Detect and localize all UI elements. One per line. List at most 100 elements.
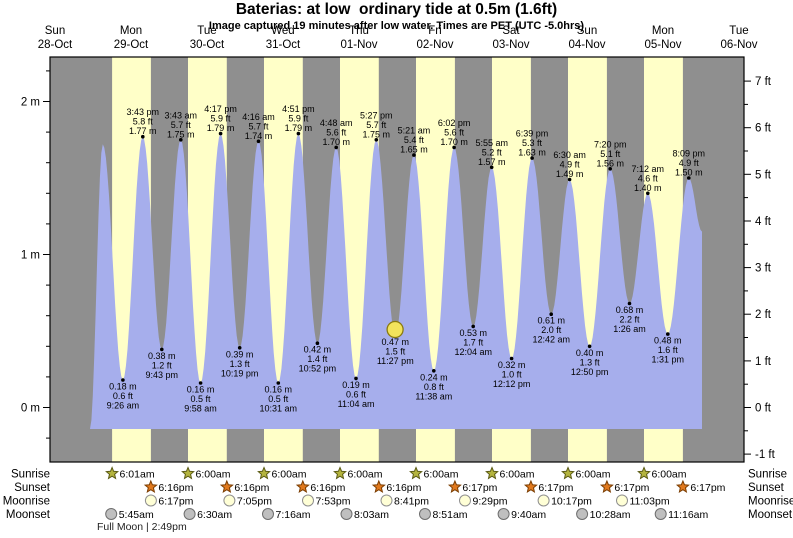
tide-extreme-dot (530, 156, 534, 160)
high-tide-label: 5.9 ft (211, 114, 232, 124)
sunset-time: 6:16pm (310, 482, 345, 494)
sunrise-time: 6:00am (424, 469, 459, 481)
day-weekday-label: Fri (428, 25, 441, 37)
ft-axis-label: 0 ft (755, 403, 772, 415)
low-tide-label: 0.53 m (459, 328, 487, 338)
sunset-time: 6:17pm (614, 482, 649, 494)
high-tide-label: 6:39 pm (516, 129, 549, 139)
astro-row-label-right-moonrise: Moonrise (748, 496, 793, 508)
low-tide-label: 12:42 am (532, 335, 570, 345)
tide-extreme-dot (687, 176, 691, 180)
sunrise-time: 6:00am (652, 469, 687, 481)
low-tide-label: 1.5 ft (385, 347, 406, 357)
high-tide-label: 1.57 m (478, 157, 506, 167)
high-tide-label: 1.50 m (675, 168, 703, 178)
sunrise-time: 6:00am (196, 469, 231, 481)
moonrise-icon (459, 494, 471, 507)
low-tide-label: 0.68 m (616, 305, 644, 315)
moonrise-icon (223, 494, 236, 507)
day-date-label: 04-Nov (568, 39, 605, 51)
tide-extreme-dot (296, 131, 301, 136)
tide-extreme-dot (666, 332, 670, 336)
low-tide-label: 0.18 m (109, 381, 137, 391)
high-tide-label: 5.7 ft (366, 120, 387, 130)
low-tide-label: 12:50 pm (571, 367, 609, 377)
sunrise-icon (485, 466, 499, 480)
high-tide-label: 5.7 ft (171, 120, 192, 130)
day-date-label: 03-Nov (492, 39, 529, 51)
day-weekday-label: Tue (729, 25, 748, 37)
high-tide-label: 1.75 m (363, 129, 391, 139)
low-tide-label: 0.5 ft (268, 394, 289, 404)
low-tide-label: 10:31 am (260, 404, 298, 414)
high-tide-label: 6:02 pm (438, 118, 471, 128)
tide-extreme-dot (276, 381, 281, 385)
low-tide-label: 1.6 ft (658, 345, 679, 355)
tide-extreme-dot (549, 312, 553, 317)
ft-axis-label: -1 ft (755, 449, 776, 461)
sunrise-time: 6:00am (272, 469, 307, 481)
tide-extreme-dot (432, 369, 436, 373)
moonrise-time: 7:05pm (237, 496, 272, 508)
high-tide-label: 4.9 ft (560, 160, 581, 170)
low-tide-label: 0.5 ft (191, 394, 212, 404)
moonset-icon (262, 508, 274, 520)
tide-extreme-dot (567, 177, 572, 182)
sunrise-time: 6:01am (120, 469, 155, 481)
moonrise-time: 11:03pm (629, 496, 669, 508)
sunset-icon (523, 479, 538, 493)
tide-extreme-dot (198, 381, 203, 385)
sunrise-icon (333, 466, 347, 480)
high-tide-label: 7:12 am (632, 164, 665, 174)
high-tide-label: 8:09 pm (673, 149, 706, 159)
low-tide-label: 1:31 pm (652, 355, 685, 365)
day-date-label: 29-Oct (114, 39, 149, 51)
tide-extreme-dot (315, 341, 320, 346)
high-tide-label: 5:27 pm (360, 110, 393, 120)
tide-extreme-dot (509, 356, 514, 361)
tide-extreme-dot (412, 153, 416, 157)
low-tide-label: 1:26 am (613, 324, 646, 334)
high-tide-label: 5.1 ft (600, 149, 621, 159)
m-axis-label: 2 m (21, 97, 40, 109)
astro-row-label-right-sunrise: Sunrise (748, 469, 787, 481)
low-tide-label: 0.42 m (304, 345, 332, 355)
day-date-label: 06-Nov (720, 39, 757, 51)
astro-row-label-left-sunrise: Sunrise (11, 469, 50, 481)
ft-axis-label: 6 ft (755, 123, 772, 135)
tide-extreme-dot (489, 165, 494, 170)
high-tide-label: 1.79 m (207, 123, 235, 133)
tide-curve (90, 133, 702, 429)
sunset-icon (447, 479, 462, 493)
high-tide-label: 4:51 pm (282, 104, 315, 114)
sunset-icon (143, 479, 158, 493)
high-tide-label: 5.7 ft (249, 121, 270, 131)
sunset-time: 6:16pm (158, 482, 193, 494)
low-tide-label: 9:26 am (107, 400, 140, 410)
low-tide-label: 1.0 ft (502, 370, 523, 380)
low-tide-label: 1.3 ft (580, 357, 601, 367)
sunset-icon (295, 479, 310, 493)
high-tide-label: 1.70 m (322, 137, 350, 147)
low-tide-label: 0.39 m (226, 349, 254, 359)
moonrise-icon (380, 494, 393, 507)
moonset-icon (497, 508, 510, 520)
moonset-time: 7:16am (276, 509, 311, 521)
high-tide-label: 1.79 m (285, 123, 313, 133)
ft-axis-label: 5 ft (755, 169, 772, 181)
day-date-label: 28-Oct (38, 39, 73, 51)
day-weekday-label: Sun (577, 25, 597, 37)
ft-axis-label: 1 ft (755, 356, 772, 368)
high-tide-label: 1.75 m (167, 129, 195, 139)
astro-row-label-left-sunset: Sunset (14, 482, 51, 494)
day-weekday-label: Mon (652, 25, 674, 37)
moonrise-icon (144, 494, 157, 507)
low-tide-label: 1.4 ft (307, 354, 328, 364)
day-date-label: 05-Nov (644, 39, 681, 51)
tide-extreme-dot (218, 131, 223, 136)
low-tide-label: 0.47 m (382, 337, 410, 347)
high-tide-label: 5.6 ft (444, 127, 465, 137)
sunrise-time: 6:00am (576, 469, 611, 481)
tide-extreme-dot (237, 346, 242, 350)
